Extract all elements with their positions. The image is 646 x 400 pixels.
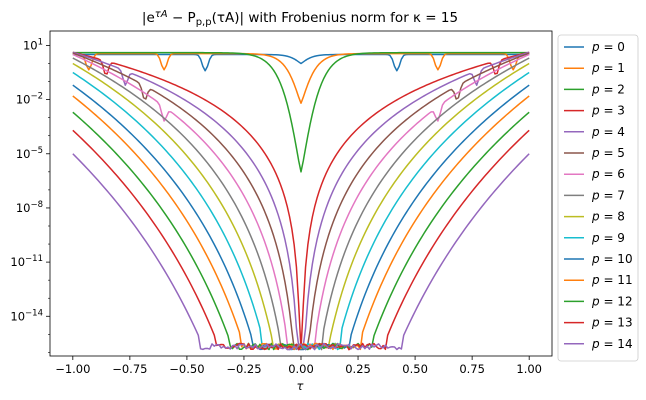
- series-line: [72, 53, 530, 351]
- series-line: [72, 111, 530, 351]
- legend-label: p = 12: [591, 294, 633, 308]
- legend-label: p = 13: [591, 316, 633, 330]
- y-tick-label: 101: [23, 37, 43, 52]
- axes-frame: [49, 30, 553, 357]
- legend-label: p = 6: [591, 167, 625, 181]
- x-tick-label: 0.00: [288, 362, 314, 376]
- x-tick-label: −1.00: [55, 362, 90, 376]
- legend-label: p = 11: [591, 273, 633, 287]
- series-line: [72, 71, 530, 351]
- series-line: [72, 153, 530, 351]
- legend-label: p = 10: [591, 252, 633, 266]
- x-tick-label: −0.50: [169, 362, 204, 376]
- legend: p = 0 p = 1 p = 2 p = 3 p = 4 p = 5 p = 6 p = 7…: [557, 34, 639, 362]
- legend-label: p = 9: [591, 231, 625, 245]
- series-line: [72, 52, 530, 350]
- x-axis-label: τ: [297, 379, 304, 393]
- series-line: [72, 51, 530, 347]
- y-tick-label: 10−5: [16, 146, 43, 161]
- series-line: [72, 129, 530, 351]
- series-line: [72, 84, 530, 351]
- series-line: [72, 51, 530, 351]
- legend-label: p = 2: [591, 82, 625, 96]
- legend-label: p = 8: [591, 210, 625, 224]
- legend-label: p = 7: [591, 188, 625, 202]
- legend-label: p = 3: [591, 104, 625, 118]
- series-line: [72, 51, 530, 173]
- x-tick-label: 0.50: [402, 362, 428, 376]
- y-tick-label: 10−2: [16, 92, 43, 107]
- plot-area: [72, 51, 530, 351]
- y-tick-label: 10−8: [16, 200, 43, 215]
- y-tick-label: 10−14: [10, 308, 43, 323]
- legend-label: p = 4: [591, 125, 625, 139]
- legend-label: p = 0: [591, 40, 625, 54]
- legend-label: p = 5: [591, 146, 625, 160]
- x-tick-label: 1.00: [516, 362, 542, 376]
- chart-title: |eτA − Pp,p(τA)| with Frobenius norm for…: [142, 9, 458, 28]
- x-tick-label: 0.75: [459, 362, 485, 376]
- x-tick-label: −0.25: [226, 362, 261, 376]
- x-tick-label: 0.25: [345, 362, 371, 376]
- legend-label: p = 14: [591, 337, 633, 351]
- series-line: [72, 52, 530, 104]
- axes: −1.00 −0.75 −0.50 −0.25 0.00 0.25 0.50 0.75 1.00…: [10, 30, 553, 376]
- y-tick-label: 10−11: [10, 254, 43, 269]
- x-tick-label: −0.75: [112, 362, 147, 376]
- legend-label: p = 1: [591, 61, 625, 75]
- series-line: [72, 53, 530, 72]
- series-line: [72, 95, 530, 351]
